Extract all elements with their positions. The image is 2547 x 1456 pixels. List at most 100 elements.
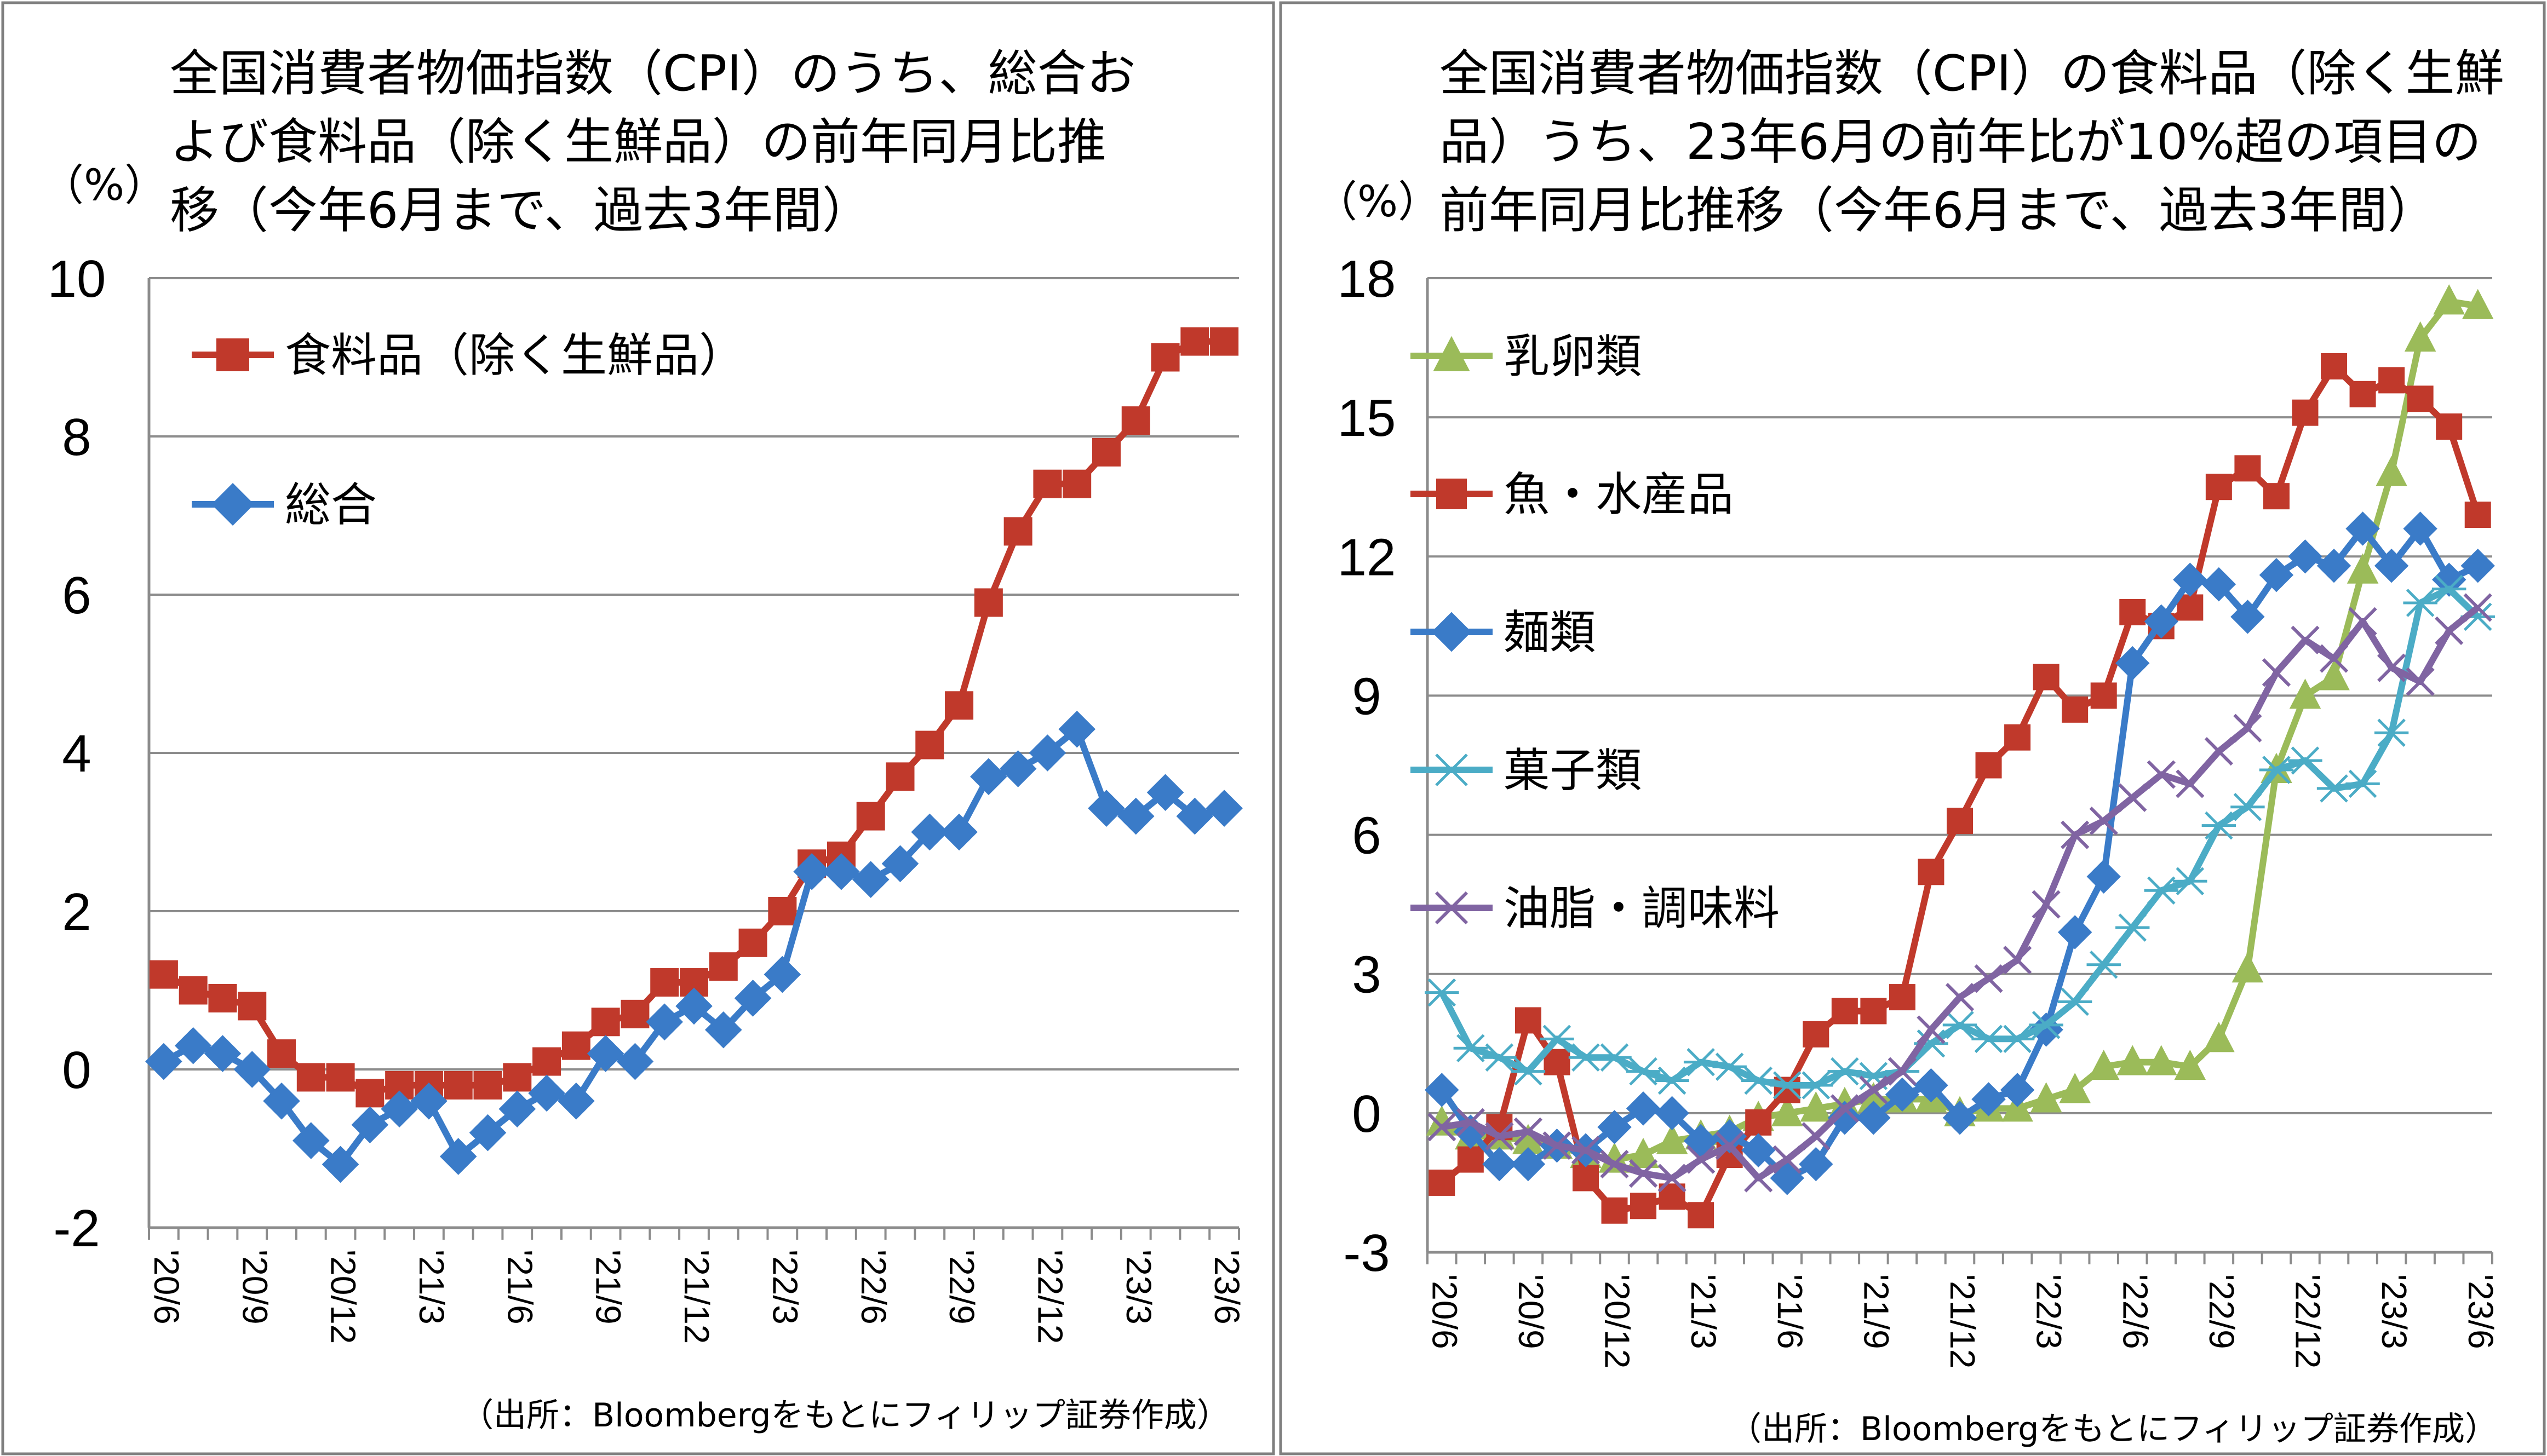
data-point (1515, 1007, 1541, 1034)
data-point (650, 968, 679, 997)
legend-label: 油脂・調味料 (1504, 882, 1780, 935)
data-point (381, 1090, 418, 1128)
series-0 (149, 327, 1239, 1108)
data-point (2004, 724, 2031, 751)
data-point (2230, 792, 2265, 821)
data-point (1655, 1096, 1689, 1131)
data-point (351, 1106, 389, 1143)
data-point (591, 1008, 620, 1037)
data-point (1971, 1082, 2006, 1117)
data-point (1600, 1149, 1629, 1179)
legend-label: 麺類 (1504, 606, 1596, 659)
data-point (469, 1114, 507, 1152)
data-point (1121, 406, 1150, 435)
legend-label: 菓子類 (1504, 744, 1642, 797)
data-point (616, 1043, 654, 1080)
data-point (1772, 1145, 1802, 1174)
data-point (1029, 734, 1066, 772)
data-point (974, 588, 1003, 617)
data-point (2115, 646, 2150, 681)
data-point (1088, 790, 1125, 827)
data-point (473, 1071, 502, 1100)
legend-label: 食料品（除く生鮮品） (285, 329, 745, 382)
data-point (1003, 517, 1032, 546)
data-point (2029, 1011, 2063, 1039)
left-y-ticks: -2 0 2 4 6 8 10 (48, 250, 106, 1258)
data-point (1800, 1091, 1832, 1122)
data-point (1626, 1091, 1661, 1126)
data-point (856, 802, 885, 831)
data-point (498, 1090, 536, 1128)
data-point (2348, 607, 2377, 636)
data-point (2230, 600, 2265, 634)
legend-swatch-marker (1431, 612, 1472, 652)
data-point (2147, 760, 2176, 789)
data-point (1942, 1101, 1977, 1135)
data-point (2086, 859, 2121, 894)
data-point (326, 1063, 355, 1092)
x-tick-label: '21/6 (1770, 1274, 1810, 1349)
data-point (2000, 1025, 2035, 1054)
data-point (503, 1063, 532, 1092)
left-axes (147, 278, 1240, 1240)
data-point (1512, 1124, 1544, 1154)
data-point (587, 1035, 624, 1072)
x-tick-label: '21/6 (500, 1250, 540, 1325)
x-tick-label: '22/6 (2115, 1274, 2155, 1349)
data-point (2144, 604, 2178, 639)
data-point (2288, 746, 2322, 775)
data-point (886, 762, 915, 791)
y-tick-label: -3 (1343, 1224, 1390, 1282)
x-tick-label: '21/12 (677, 1250, 716, 1344)
data-point (1947, 808, 1973, 835)
y-tick-label: 12 (1338, 528, 1396, 586)
data-point (410, 1083, 448, 1120)
legend-entry: 麺類 (1410, 606, 1596, 659)
data-point (174, 1027, 212, 1064)
data-point (2174, 1049, 2206, 1080)
data-point (2057, 987, 2092, 1016)
data-point (2061, 820, 2090, 849)
data-point (1657, 1164, 1686, 1193)
left-series (145, 327, 1243, 1183)
data-point (1942, 1011, 1977, 1039)
data-point (263, 1083, 300, 1120)
legend-label: 魚・水産品 (1504, 468, 1734, 521)
data-point (675, 987, 713, 1025)
x-tick-label: '22/9 (942, 1250, 982, 1325)
data-point (1856, 1101, 1891, 1135)
right-gridlines (1427, 277, 2492, 1114)
data-point (561, 1031, 590, 1060)
data-point (1712, 1052, 1747, 1081)
data-point (2345, 511, 2380, 546)
data-point (2059, 1073, 2091, 1103)
data-point (999, 750, 1037, 787)
data-point (2086, 951, 2121, 979)
data-point (2377, 653, 2406, 682)
x-tick-label: '21/9 (1856, 1274, 1896, 1349)
data-point (2201, 567, 2236, 602)
data-point (1180, 327, 1209, 356)
data-point (444, 1071, 473, 1100)
data-point (1656, 1124, 1688, 1154)
data-point (2345, 769, 2380, 798)
data-point (2406, 667, 2435, 697)
data-point (2204, 736, 2233, 766)
data-point (2435, 616, 2464, 645)
y-tick-label: 6 (1352, 807, 1381, 865)
data-point (1889, 984, 1915, 1011)
y-tick-label: 6 (62, 566, 91, 625)
data-point (911, 813, 949, 851)
data-point (1597, 1043, 1632, 1072)
data-point (1425, 978, 1459, 1007)
data-point (738, 928, 767, 957)
data-point (149, 960, 178, 989)
data-point (1206, 790, 1243, 827)
data-point (1683, 1048, 1718, 1077)
data-point (881, 845, 919, 883)
data-point (1482, 1147, 1517, 1182)
data-point (2403, 589, 2437, 617)
data-point (1744, 1164, 1773, 1193)
data-point (2090, 682, 2117, 709)
data-point (292, 1122, 330, 1159)
